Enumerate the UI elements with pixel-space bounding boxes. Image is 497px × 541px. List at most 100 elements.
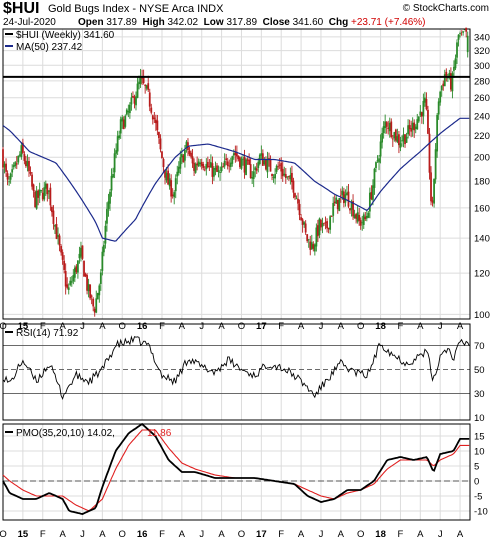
candle-body bbox=[356, 212, 359, 222]
x-tick-label-bottom: 18 bbox=[375, 529, 386, 540]
x-tick-label-bottom: O bbox=[0, 529, 7, 540]
candle-body bbox=[161, 151, 163, 159]
pmo-y-tick: -5 bbox=[474, 492, 482, 503]
candle-body bbox=[112, 174, 114, 178]
x-tick-label-bottom: F bbox=[40, 529, 46, 540]
candle-body bbox=[60, 246, 62, 253]
candle-body bbox=[275, 165, 278, 172]
candle-body bbox=[451, 73, 454, 92]
candle-body bbox=[249, 164, 252, 179]
candle-body bbox=[38, 189, 41, 196]
price-y-tick: 220 bbox=[474, 131, 490, 142]
pmo-y-tick: 15 bbox=[474, 432, 485, 443]
candle-body bbox=[387, 127, 390, 129]
candle-body bbox=[228, 165, 231, 167]
candle-body bbox=[295, 198, 298, 200]
price-y-tick: 120 bbox=[474, 269, 490, 280]
candle-body bbox=[44, 183, 47, 189]
candle-body bbox=[202, 163, 205, 168]
ma-legend-swatch bbox=[5, 45, 13, 47]
candle-body bbox=[116, 136, 119, 152]
candle-body bbox=[430, 172, 432, 202]
candle-body bbox=[365, 215, 368, 219]
candle-body bbox=[434, 149, 437, 180]
x-tick-label-bottom: A bbox=[298, 529, 305, 540]
candle-body bbox=[272, 176, 275, 178]
candle-body bbox=[439, 91, 442, 103]
candle-body bbox=[310, 242, 313, 250]
candle-body bbox=[422, 100, 425, 117]
candle-body bbox=[396, 136, 399, 142]
candle-body bbox=[153, 117, 156, 119]
candle-body bbox=[420, 112, 423, 117]
candle-body bbox=[242, 158, 244, 160]
candle-body bbox=[118, 135, 121, 138]
x-tick-label-bottom: J bbox=[80, 529, 85, 540]
candle-body bbox=[232, 153, 235, 156]
candle-body bbox=[176, 171, 179, 177]
low-label: Low bbox=[203, 17, 224, 28]
price-y-tick: 320 bbox=[474, 46, 490, 57]
close-value: 341.60 bbox=[292, 17, 324, 28]
candle-body bbox=[164, 169, 166, 178]
candle-body bbox=[225, 158, 228, 161]
candle-body bbox=[15, 163, 18, 165]
candle-body bbox=[248, 159, 251, 165]
candle-body bbox=[41, 192, 44, 200]
candle-body bbox=[200, 162, 203, 166]
candle-body bbox=[431, 200, 434, 203]
candle-body bbox=[214, 168, 217, 170]
candle-body bbox=[20, 145, 23, 158]
candle-body bbox=[385, 122, 388, 127]
candle-body bbox=[80, 247, 82, 257]
candle-body bbox=[442, 83, 445, 86]
candle-body bbox=[307, 239, 310, 241]
candle-body bbox=[413, 122, 416, 131]
candle-body bbox=[260, 153, 263, 156]
candle-body bbox=[240, 158, 243, 169]
candle-body bbox=[359, 220, 362, 226]
candle-body bbox=[306, 234, 309, 242]
candle-body bbox=[206, 161, 209, 168]
candle-body bbox=[222, 166, 225, 168]
candle-body bbox=[159, 138, 162, 150]
candle-body bbox=[411, 122, 414, 130]
candle-body bbox=[292, 180, 295, 193]
ma-legend: MA(50) 237.42 bbox=[16, 42, 83, 53]
candle-body bbox=[216, 165, 218, 172]
rsi-line bbox=[2, 335, 470, 401]
candle-body bbox=[107, 201, 110, 209]
symbol: $HUI bbox=[3, 0, 40, 17]
candle-body bbox=[378, 158, 380, 163]
candle-body bbox=[324, 222, 327, 224]
candle-body bbox=[98, 285, 101, 296]
candle-body bbox=[335, 197, 338, 204]
candle-body bbox=[185, 141, 188, 149]
candle-body bbox=[427, 109, 429, 134]
candle-body bbox=[171, 194, 174, 197]
open-value: 317.89 bbox=[106, 17, 137, 28]
rsi-y-tick: 50 bbox=[474, 365, 485, 376]
candle-body bbox=[382, 126, 385, 133]
candle-body bbox=[417, 116, 420, 122]
candle-body bbox=[49, 187, 52, 206]
candle-body bbox=[291, 172, 293, 183]
candle-body bbox=[263, 160, 266, 165]
candle-body bbox=[23, 154, 26, 161]
pmo-y-tick: 5 bbox=[474, 462, 479, 473]
rsi-legend: RSI(14) 71.92 bbox=[16, 328, 79, 339]
x-tick-label-bottom: O bbox=[357, 529, 364, 540]
candle-body bbox=[87, 284, 90, 292]
candle-body bbox=[274, 173, 276, 179]
candle-body bbox=[193, 162, 195, 171]
x-tick-label-bottom: F bbox=[278, 529, 284, 540]
candle-body bbox=[449, 73, 452, 90]
candle-body bbox=[209, 162, 212, 168]
candle-body bbox=[40, 189, 43, 191]
candle-body bbox=[414, 126, 417, 129]
candle-body bbox=[26, 161, 29, 167]
candle-body bbox=[34, 191, 37, 208]
candle-body bbox=[339, 195, 342, 197]
candle-body bbox=[454, 58, 457, 69]
